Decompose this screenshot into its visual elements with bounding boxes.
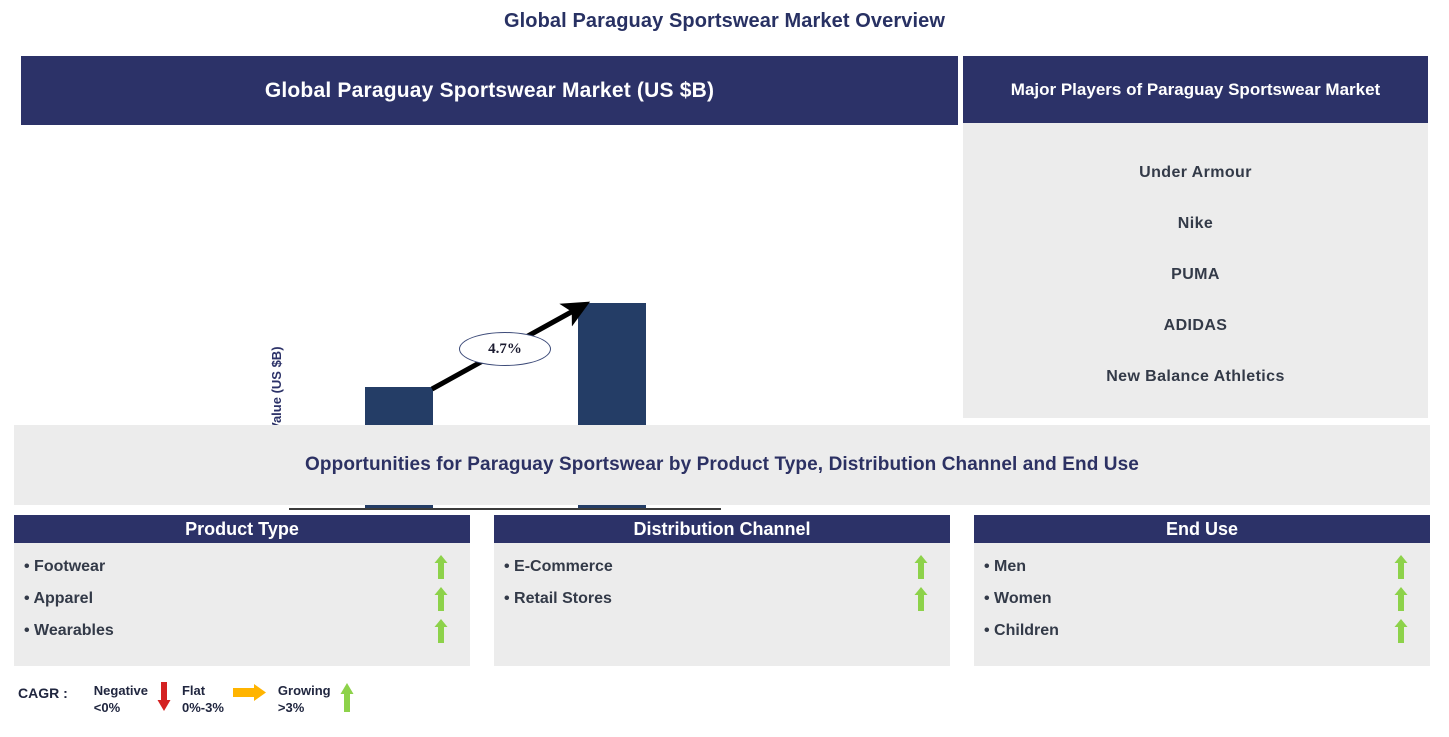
item-label: • Footwear bbox=[24, 558, 106, 575]
arrow-down-icon bbox=[157, 682, 171, 711]
player-name: Under Armour bbox=[1139, 163, 1252, 181]
panel-end-use-header: End Use bbox=[974, 515, 1430, 543]
page-title: Global Paraguay Sportswear Market Overvi… bbox=[503, 10, 946, 32]
chart-plot-area: Value (US $B) 2024 2031 4.7% Source : Lu… bbox=[21, 125, 958, 538]
item-label: • Apparel bbox=[24, 590, 94, 607]
cagr-legend-title: CAGR : bbox=[18, 685, 68, 701]
panel-end-use-list: • Men • Women • Children bbox=[974, 543, 1430, 647]
arrow-up-icon bbox=[1394, 587, 1408, 611]
panel-product-type: Product Type • Footwear • Apparel • Wear… bbox=[14, 515, 470, 666]
major-players-card: Major Players of Paraguay Sportswear Mar… bbox=[963, 56, 1428, 418]
panel-title: Product Type bbox=[185, 518, 299, 539]
panel-end-use: End Use • Men • Women • Children bbox=[974, 515, 1430, 666]
legend-item-growing: Growing >3% bbox=[278, 682, 363, 716]
list-item: • Footwear bbox=[14, 551, 470, 583]
item-label: • Wearables bbox=[24, 622, 114, 639]
panel-distribution-channel-list: • E-Commerce • Retail Stores bbox=[494, 543, 950, 615]
arrow-up-icon bbox=[914, 587, 928, 611]
list-item: New Balance Athletics bbox=[963, 351, 1428, 402]
list-item: Nike bbox=[963, 198, 1428, 249]
opportunities-banner: Opportunities for Paraguay Sportswear by… bbox=[14, 425, 1430, 505]
arrow-up-icon bbox=[914, 555, 928, 579]
panel-distribution-channel: Distribution Channel • E-Commerce • Reta… bbox=[494, 515, 950, 666]
list-item: Under Armour bbox=[963, 147, 1428, 198]
list-item: • Apparel bbox=[14, 583, 470, 615]
cagr-value-text: 4.7% bbox=[488, 340, 522, 357]
legend-item-flat: Flat 0%-3% bbox=[182, 682, 276, 716]
list-item: • Men bbox=[974, 551, 1430, 583]
chart-x-axis-line bbox=[289, 508, 721, 510]
item-label: • E-Commerce bbox=[504, 558, 613, 575]
arrow-right-icon bbox=[232, 684, 266, 701]
arrow-up-icon bbox=[1394, 619, 1408, 643]
player-name: PUMA bbox=[1171, 265, 1220, 283]
list-item: • E-Commerce bbox=[494, 551, 950, 583]
arrow-up-icon bbox=[434, 619, 448, 643]
chart-card-title: Global Paraguay Sportswear Market (US $B… bbox=[264, 78, 715, 102]
legend-item-negative: Negative <0% bbox=[94, 682, 180, 716]
cagr-legend: CAGR : Negative <0% Flat 0%-3% Growing >… bbox=[18, 682, 438, 730]
panel-product-type-header: Product Type bbox=[14, 515, 470, 543]
legend-range: 0%-3% bbox=[181, 700, 224, 715]
panel-title: Distribution Channel bbox=[633, 518, 811, 539]
item-label: • Women bbox=[984, 590, 1052, 607]
list-item: • Wearables bbox=[14, 615, 470, 647]
market-chart-card: Global Paraguay Sportswear Market (US $B… bbox=[21, 56, 958, 538]
player-name: ADIDAS bbox=[1163, 316, 1228, 334]
list-item: • Retail Stores bbox=[494, 583, 950, 615]
major-players-title: Major Players of Paraguay Sportswear Mar… bbox=[1010, 80, 1381, 99]
opportunities-banner-text: Opportunities for Paraguay Sportswear by… bbox=[305, 454, 1139, 475]
panel-distribution-channel-header: Distribution Channel bbox=[494, 515, 950, 543]
item-label: • Men bbox=[984, 558, 1027, 575]
player-name: New Balance Athletics bbox=[1106, 367, 1285, 385]
legend-label: Flat bbox=[181, 683, 206, 698]
item-label: • Children bbox=[984, 622, 1059, 639]
major-players-list: Under Armour Nike PUMA ADIDAS New Balanc… bbox=[963, 123, 1428, 418]
legend-label: Growing bbox=[277, 683, 331, 698]
cagr-value-bubble: 4.7% bbox=[459, 332, 551, 366]
arrow-up-icon bbox=[1394, 555, 1408, 579]
list-item: • Women bbox=[974, 583, 1430, 615]
legend-range: >3% bbox=[277, 700, 305, 715]
list-item: ADIDAS bbox=[963, 300, 1428, 351]
player-name: Nike bbox=[1177, 214, 1214, 232]
panel-product-type-list: • Footwear • Apparel • Wearables bbox=[14, 543, 470, 647]
legend-range: <0% bbox=[93, 700, 121, 715]
arrow-up-icon bbox=[434, 587, 448, 611]
list-item: PUMA bbox=[963, 249, 1428, 300]
list-item: • Children bbox=[974, 615, 1430, 647]
arrow-up-icon bbox=[340, 683, 354, 712]
item-label: • Retail Stores bbox=[504, 590, 612, 607]
chart-card-header: Global Paraguay Sportswear Market (US $B… bbox=[21, 56, 958, 125]
panel-title: End Use bbox=[1165, 518, 1239, 539]
major-players-header: Major Players of Paraguay Sportswear Mar… bbox=[963, 56, 1428, 123]
legend-label: Negative bbox=[93, 683, 148, 698]
arrow-up-icon bbox=[434, 555, 448, 579]
